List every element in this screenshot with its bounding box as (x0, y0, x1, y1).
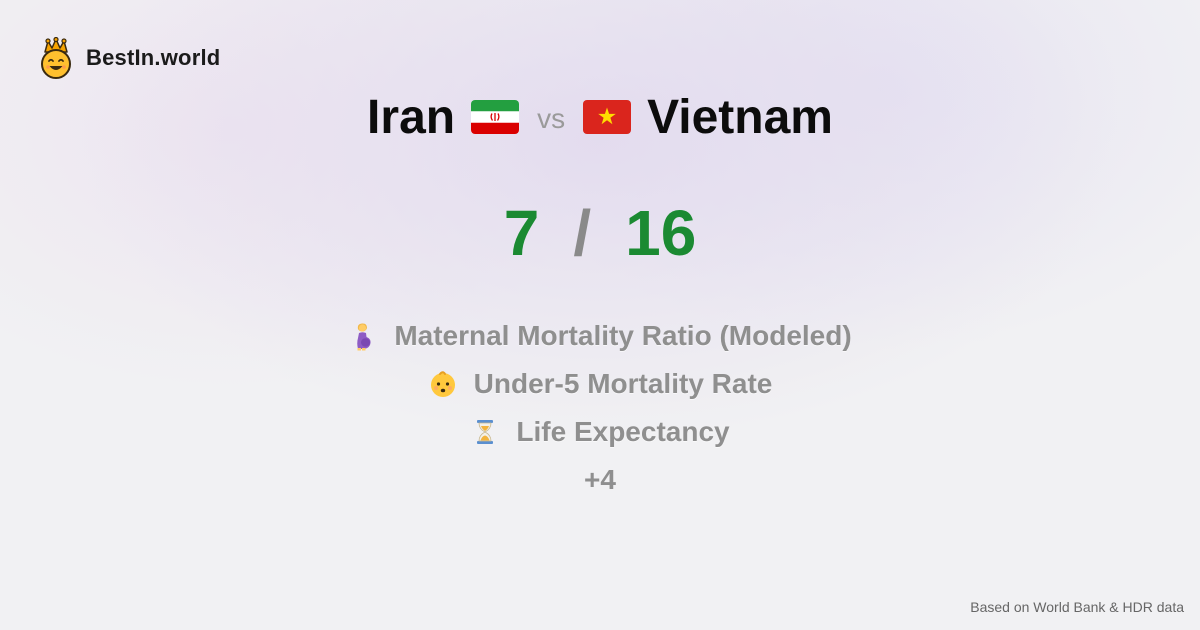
brand-name: BestIn.world (86, 45, 221, 70)
metric-item[interactable]: Life Expectancy (470, 408, 730, 456)
crowned-smiley-icon (41, 37, 71, 79)
metric-label: Life Expectancy (516, 416, 730, 447)
vietnam-flag-icon (583, 100, 632, 134)
score-b: 16 (625, 197, 697, 269)
metric-label: Under-5 Mortality Rate (473, 368, 773, 399)
brand-header[interactable]: BestIn.world (38, 36, 220, 80)
data-source-note: Based on World Bank & HDR data (970, 599, 1184, 615)
metric-label: Maternal Mortality Ratio (Modeled) (394, 320, 852, 351)
score: 7 / 16 (0, 192, 1200, 274)
hourglass-icon (477, 420, 494, 444)
country-b-name: Vietnam (647, 90, 833, 144)
metrics-list: Maternal Mortality Ratio (Modeled) Under… (0, 312, 1200, 504)
metric-item[interactable]: Maternal Mortality Ratio (Modeled) (348, 312, 852, 360)
score-a: 7 (503, 197, 540, 269)
vs-label: vs (537, 103, 566, 134)
baby-icon (430, 371, 455, 397)
pregnant-woman-icon (357, 323, 371, 351)
comparison-title: Iran vs Vietnam (0, 86, 1200, 148)
more-metrics-count[interactable]: +4 (584, 464, 616, 495)
score-separator: / (573, 197, 592, 269)
country-a-name: Iran (367, 90, 456, 144)
iran-flag-icon (471, 100, 520, 134)
metric-item[interactable]: Under-5 Mortality Rate (428, 360, 773, 408)
